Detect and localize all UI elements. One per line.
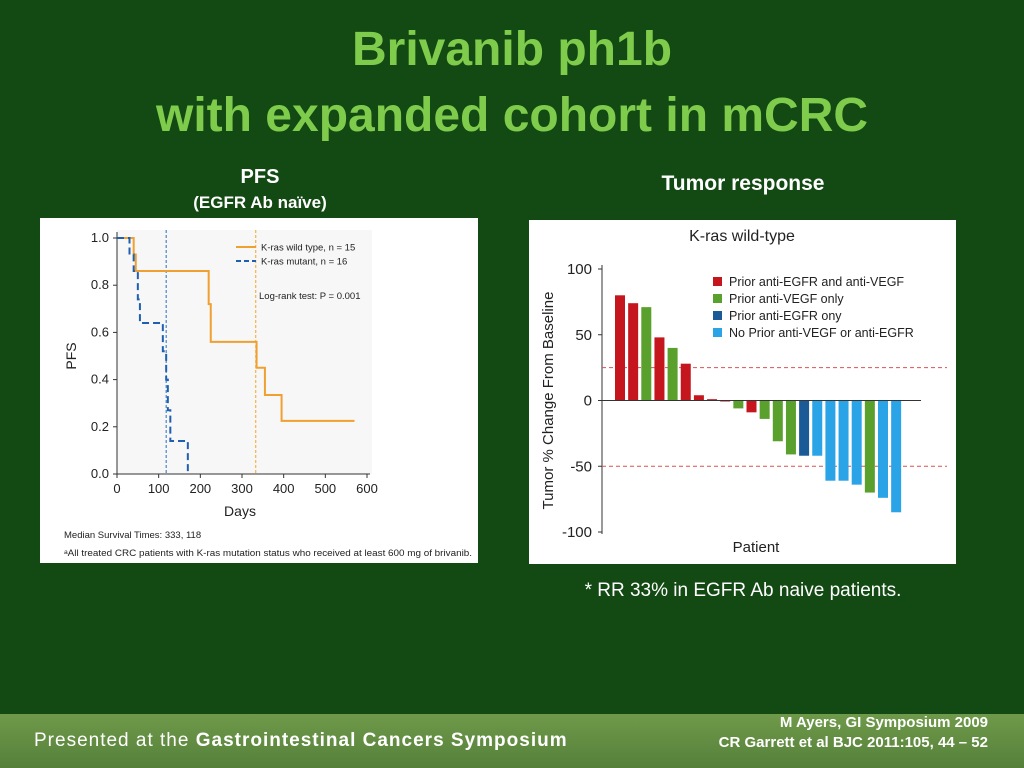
waterfall-bar <box>878 400 888 498</box>
waterfall-bar <box>733 400 744 409</box>
kras-wild-type-curve <box>117 237 355 422</box>
footnote-median: Median Survival Times: 333, 118 <box>64 530 201 541</box>
waterfall-bar <box>891 400 902 513</box>
x-tick-label: 200 <box>189 481 211 496</box>
waterfall-bar <box>772 400 783 442</box>
waterfall-bar <box>799 400 810 456</box>
y-tick-label: 1.0 <box>91 230 109 245</box>
waterfall-title: K-ras wild-type <box>689 228 795 245</box>
footer-presented-text: Presented at the Gastrointestinal Cancer… <box>34 730 568 752</box>
pfs-chart: 0 100 200 300 400 500 600 0.0 0.2 0.4 0.6 0.8 1.0 Day… <box>63 230 472 558</box>
x-axis-label: Patient <box>733 539 781 556</box>
y-tick-label: -50 <box>570 458 592 475</box>
legend-label: K-ras mutant, n = 16 <box>261 257 347 268</box>
waterfall-bar <box>785 400 796 455</box>
tumor-response-chart-panel: K-ras wild-type 100 50 0 -50 -100 Tumor % Chan… <box>529 220 956 564</box>
waterfall-bar <box>654 337 665 401</box>
waterfall-bar <box>825 400 836 481</box>
waterfall-bar <box>667 347 678 401</box>
y-tick-label: 50 <box>575 327 592 344</box>
waterfall-bar <box>851 400 862 485</box>
waterfall-bar <box>707 399 718 401</box>
waterfall-bar <box>615 295 625 401</box>
y-tick-label: 0.0 <box>91 466 109 481</box>
tumor-response-chart: K-ras wild-type 100 50 0 -50 -100 Tumor % Chan… <box>540 228 947 556</box>
y-axis-label: Tumor % Change From Baseline <box>540 292 557 510</box>
waterfall-bar <box>759 400 770 419</box>
slide-title-line1: Brivanib ph1b <box>351 23 673 76</box>
y-tick-label: 0.6 <box>91 324 109 339</box>
y-tick-label: 100 <box>567 261 592 278</box>
legend-label: No Prior anti-VEGF or anti-EGFR <box>729 326 914 340</box>
x-tick-label: 400 <box>273 481 295 496</box>
citation-2: CR Garrett et al BJC 2011:105, 44 – 52 <box>718 734 988 751</box>
kras-mutant-curve <box>117 237 189 474</box>
waterfall-bar <box>628 303 639 401</box>
footnote-treated: ᵃAll treated CRC patients with K-ras mut… <box>64 548 472 558</box>
pfs-heading: PFS <box>240 166 280 188</box>
waterfall-bar <box>864 400 875 493</box>
y-tick-label: 0.2 <box>91 419 109 434</box>
legend-label: Prior anti-EGFR ony <box>729 309 842 323</box>
waterfall-bar <box>812 400 823 456</box>
legend-label: Prior anti-VEGF only <box>729 292 844 306</box>
legend-swatch <box>713 277 722 286</box>
x-tick-label: 300 <box>231 481 253 496</box>
waterfall-bar <box>680 363 691 401</box>
y-tick-label: 0.8 <box>91 277 109 292</box>
footer-bar: Presented at the Gastrointestinal Cancer… <box>0 714 1024 768</box>
citation-1: M Ayers, GI Symposium 2009 <box>779 714 988 731</box>
legend-swatch <box>713 328 722 337</box>
footer-prefix: Presented at the <box>34 730 196 751</box>
x-tick-label: 100 <box>148 481 170 496</box>
footer-symposium-name: Gastrointestinal Cancers Symposium <box>195 730 568 751</box>
response-rate-note: * RR 33% in EGFR Ab naive patients. <box>584 580 902 601</box>
waterfall-bar <box>641 307 652 401</box>
y-tick-label: 0.4 <box>91 372 109 387</box>
y-tick-label: 0 <box>584 393 592 410</box>
legend-swatch <box>713 294 722 303</box>
waterfall-bar <box>693 395 704 401</box>
x-axis-label: Days <box>224 503 256 519</box>
y-axis-label: PFS <box>63 342 79 369</box>
y-tick-label: -100 <box>562 524 592 541</box>
legend-swatch <box>713 311 722 320</box>
log-rank-annotation: Log-rank test: P = 0.001 <box>259 291 361 302</box>
pfs-chart-panel: 0 100 200 300 400 500 600 0.0 0.2 0.4 0.6 0.8 1.0 Day… <box>40 218 478 563</box>
x-tick-label: 0 <box>113 481 120 496</box>
pfs-subheading: (EGFR Ab naïve) <box>193 193 327 212</box>
x-tick-label: 500 <box>314 481 336 496</box>
waterfall-bar <box>746 400 757 413</box>
tumor-response-heading: Tumor response <box>661 172 825 195</box>
legend-label: Prior anti-EGFR and anti-VEGF <box>729 275 904 289</box>
x-tick-label: 600 <box>356 481 378 496</box>
waterfall-bar <box>838 400 849 481</box>
legend-label: K-ras wild type, n = 15 <box>261 243 355 254</box>
slide-title-line2: with expanded cohort in mCRC <box>155 89 869 142</box>
